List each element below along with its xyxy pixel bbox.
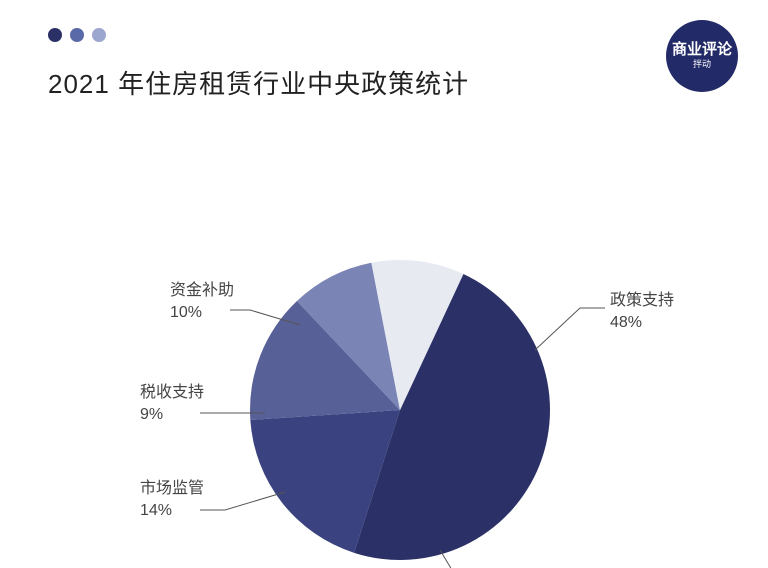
brand-logo-main: 商业评论 [672, 42, 732, 59]
page-title: 2021 年住房租赁行业中央政策统计 [48, 64, 469, 101]
slice-label-name: 政策支持 [610, 292, 674, 309]
slice-label: 税收支持 9% [140, 382, 204, 425]
brand-logo-sub: 拌动 [693, 60, 711, 70]
slice-label-percent: 14% [140, 500, 204, 522]
dot-3 [92, 28, 106, 42]
dot-1 [48, 28, 62, 42]
slice-label: 政策支持 48% [610, 290, 674, 333]
slice-label-name: 市场监管 [140, 480, 204, 497]
leader-line [200, 492, 285, 510]
slice-label-percent: 48% [610, 312, 674, 334]
slice-label: 资金补助 10% [170, 280, 234, 323]
slice-label-name: 资金补助 [170, 282, 234, 299]
leader-line [535, 308, 605, 350]
slice-label-percent: 10% [170, 302, 234, 324]
slice-label-name: 税收支持 [140, 384, 204, 401]
slice-label: 市场监管 14% [140, 478, 204, 521]
dot-2 [70, 28, 84, 42]
slice-label-percent: 9% [140, 404, 204, 426]
header-dots [48, 28, 106, 42]
pie-chart: 政策支持48%金融支持19%市场监管14%税收支持9%资金补助10% [0, 100, 768, 560]
pie-svg [0, 100, 768, 568]
brand-logo: 商业评论 拌动 [666, 20, 738, 92]
leader-line [440, 550, 496, 568]
